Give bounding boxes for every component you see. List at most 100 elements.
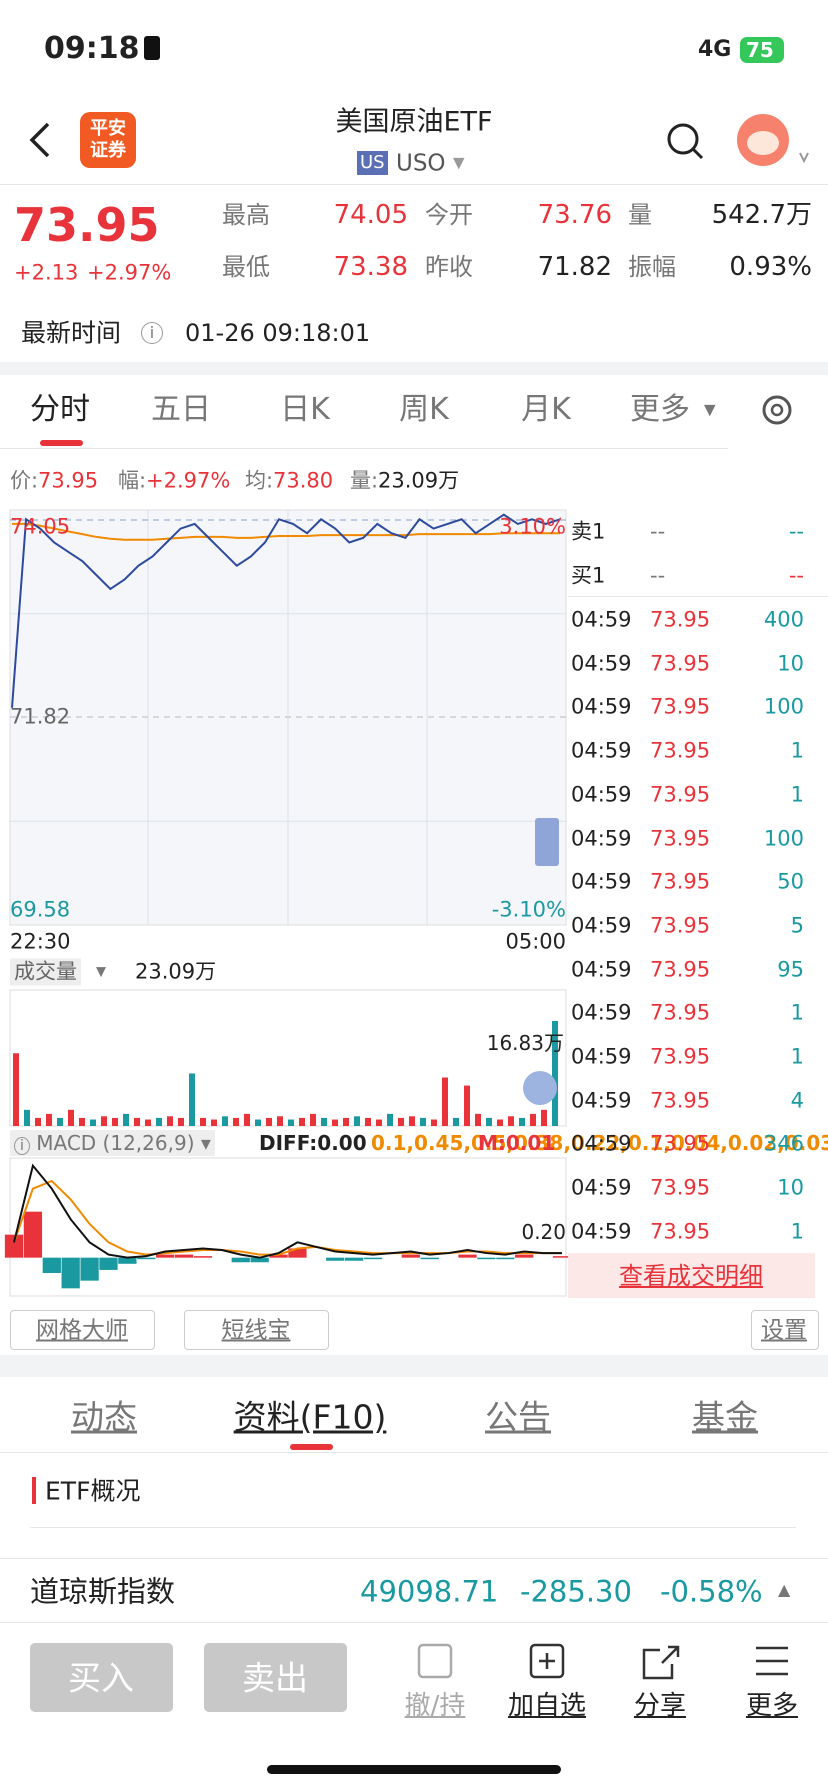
macd-hist <box>80 1257 99 1281</box>
trade-price: 73.95 <box>650 738 711 763</box>
logo-text: 平安 <box>90 118 126 139</box>
trade-time: 04:59 <box>571 957 632 982</box>
volume-bar <box>167 1116 173 1126</box>
volume-bar <box>24 1109 30 1126</box>
section-gap <box>0 1355 828 1377</box>
trade-detail-link[interactable]: 查看成交明细 <box>619 1262 763 1290</box>
info-tab[interactable]: 公告 <box>485 1397 551 1437</box>
volume-max: 16.83万 <box>486 1031 564 1055</box>
trade-volume: 100 <box>763 694 804 719</box>
time-label: 最新时间 <box>21 318 122 348</box>
volume-label[interactable]: 成交量 <box>10 958 81 986</box>
divider <box>0 1558 828 1559</box>
volume-bar <box>497 1119 503 1126</box>
volume-bar <box>420 1117 426 1126</box>
avatar-face <box>747 131 779 155</box>
sell-button[interactable] <box>204 1643 347 1712</box>
volume-bar <box>464 1085 470 1126</box>
volume-bar <box>222 1116 228 1126</box>
trade-time: 04:59 <box>571 738 632 763</box>
volume-total: 23.09万 <box>135 959 217 984</box>
trade-volume: 4 <box>790 1088 804 1113</box>
trade-price: 73.95 <box>650 607 711 632</box>
volume-bar <box>552 1020 558 1126</box>
tool-button[interactable] <box>184 1310 329 1350</box>
chart-tab[interactable]: 月K <box>521 392 571 427</box>
dif-line <box>13 1163 562 1259</box>
info-label: 量: <box>350 468 379 493</box>
book-volume: -- <box>788 519 804 544</box>
expand-arrow[interactable]: ▲ <box>778 1580 791 1599</box>
volume-bar <box>299 1117 305 1126</box>
volume-bar <box>310 1113 316 1126</box>
share-icon[interactable] <box>642 1645 680 1680</box>
stat-value: 0.93% <box>729 252 812 282</box>
volume-bar <box>255 1119 261 1126</box>
cancel-icon[interactable] <box>417 1643 453 1679</box>
volume-bar <box>354 1116 360 1126</box>
macd-hist <box>326 1257 345 1261</box>
macd-m: M:0.01 <box>478 1131 556 1155</box>
search-button[interactable] <box>667 123 699 155</box>
chart-tab[interactable]: 更多 <box>630 392 690 427</box>
divider <box>0 184 828 185</box>
macd-tick-label: 0.20 <box>521 1220 566 1244</box>
volume-bar <box>387 1113 393 1126</box>
watchlist-icon[interactable] <box>529 1643 565 1679</box>
trade-time: 04:59 <box>571 913 632 938</box>
macd-hist <box>458 1254 477 1258</box>
macd-label[interactable]: i MACD (12,26,9) ▾ <box>10 1130 215 1156</box>
expand-icon <box>523 1071 557 1105</box>
stat-label: 最低 <box>222 253 270 281</box>
back-button[interactable] <box>29 122 50 158</box>
macd-hist <box>420 1257 439 1260</box>
info-tab[interactable]: 基金 <box>692 1397 758 1437</box>
chart-tab[interactable]: 五日 <box>151 392 211 427</box>
volume-bar <box>178 1117 184 1126</box>
macd-bg <box>9 1157 567 1297</box>
trade-price: 73.95 <box>650 957 711 982</box>
gear[interactable] <box>762 395 792 425</box>
volume-bar <box>57 1117 63 1126</box>
chart-tab[interactable]: 分时 <box>30 392 90 427</box>
info-tab[interactable]: 资料(F10) <box>233 1397 387 1437</box>
volume-bar <box>530 1113 536 1126</box>
info-icon[interactable]: i <box>141 322 163 344</box>
tool-button[interactable] <box>751 1310 819 1350</box>
trade-time: 04:59 <box>571 1088 632 1113</box>
more-icon[interactable] <box>756 1646 788 1676</box>
macd-hist <box>99 1257 118 1270</box>
toolbar-action: 撤/持 <box>404 1691 466 1721</box>
macd-hist <box>345 1257 364 1261</box>
volume-bar <box>35 1117 41 1126</box>
trade-price: 73.95 <box>650 1175 711 1200</box>
dropdown-arrow: ▼ <box>453 153 465 172</box>
divider <box>0 1622 828 1623</box>
trade-time: 04:59 <box>571 1175 632 1200</box>
status-network: 4G <box>698 37 732 62</box>
trade-price: 73.95 <box>650 913 711 938</box>
trade-volume: 50 <box>777 869 804 894</box>
volume-bar <box>90 1119 96 1126</box>
dropdown-arrow: ▼ <box>96 964 106 980</box>
broker-logo <box>80 112 136 168</box>
volume-bar <box>332 1119 338 1126</box>
buy-label: 买入 <box>68 1658 134 1698</box>
tool-button[interactable] <box>10 1310 155 1350</box>
buy-button[interactable] <box>30 1643 173 1712</box>
trade-time: 04:59 <box>571 1044 632 1069</box>
tool-label: 网格大师 <box>36 1317 128 1344</box>
volume-bar <box>101 1116 107 1126</box>
chart-tab[interactable]: 日K <box>280 392 330 427</box>
stat-label: 今开 <box>425 201 473 229</box>
volume-bar <box>233 1117 239 1126</box>
chart-tab[interactable]: 周K <box>399 392 449 427</box>
symbol[interactable]: USO <box>396 150 446 177</box>
info-tab[interactable]: 动态 <box>71 1397 137 1437</box>
home-indicator <box>267 1765 561 1774</box>
info-value: 73.80 <box>273 468 334 493</box>
trade-volume: 1 <box>790 1219 804 1244</box>
section-title: ETF概况 <box>45 1476 141 1506</box>
